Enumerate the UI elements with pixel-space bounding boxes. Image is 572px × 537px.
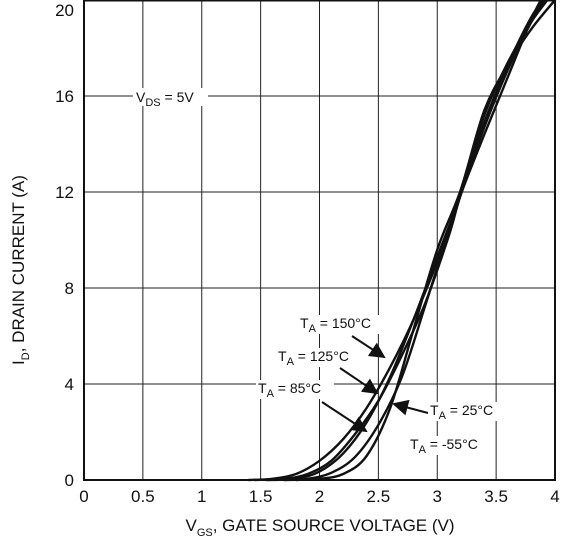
y-axis-label-sub: D xyxy=(20,352,32,360)
series-label-125c-text: TA = 125°C xyxy=(278,348,349,368)
series-line-25c xyxy=(283,0,549,482)
x-tick-label-8: 4 xyxy=(550,487,559,506)
series-line-minus55c xyxy=(294,0,557,482)
series-label-125c: TA = 125°C xyxy=(276,348,364,368)
series-label-minus55c-text: TA = -55°C xyxy=(410,436,478,456)
s1-rest: = 125°C xyxy=(294,348,349,364)
series-label-minus55c-bg xyxy=(408,436,492,455)
y-axis-label-main: I xyxy=(9,360,28,365)
s0-main: T xyxy=(300,315,309,331)
s2-main: T xyxy=(258,380,267,396)
x-tick-label-4: 2 xyxy=(315,487,324,506)
s4-rest: = -55°C xyxy=(426,436,478,452)
s0-rest: = 150°C xyxy=(316,315,371,331)
s3-sub: A xyxy=(439,410,447,422)
series-label-150c-bg xyxy=(298,315,386,334)
y-tick-label-3: 12 xyxy=(55,183,74,202)
condition-label-bg xyxy=(133,88,208,106)
x-axis-label-sub: GS xyxy=(197,527,213,537)
series-label-25c: TA = 25°C xyxy=(428,402,506,422)
s2-sub: A xyxy=(267,388,275,400)
x-tick-label-1: 0.5 xyxy=(131,487,155,506)
series-line-125c xyxy=(253,0,546,482)
arrow-125c xyxy=(339,367,379,395)
s1-main: T xyxy=(278,348,287,364)
y-axis-label-rest: , DRAIN CURRENT (A) xyxy=(9,175,28,352)
s2-rest: = 85°C xyxy=(274,380,321,396)
condition-sub: DS xyxy=(145,97,160,109)
s3-rest: = 25°C xyxy=(446,402,493,418)
series-label-85c: TA = 85°C xyxy=(256,380,334,400)
arrow-85c xyxy=(321,401,368,433)
x-tick-label-5: 2.5 xyxy=(367,487,391,506)
arrow-150c xyxy=(351,335,386,359)
series-line-150c xyxy=(247,0,543,482)
y-tick-label-2: 8 xyxy=(65,279,74,298)
y-tick-label-4: 16 xyxy=(55,87,74,106)
series-label-minus55c: TA = -55°C xyxy=(408,436,492,456)
x-axis-label-main: V xyxy=(185,516,197,535)
y-tick-label-1: 4 xyxy=(65,375,74,394)
series-label-85c-text: TA = 85°C xyxy=(258,380,321,400)
s1-sub: A xyxy=(287,356,295,368)
s0-sub: A xyxy=(309,323,317,335)
x-axis-label-rest: , GATE SOURCE VOLTAGE (V) xyxy=(213,516,455,535)
tick-labels: 0 0.5 1 1.5 2 2.5 3 3.5 4 0 4 8 12 16 20 xyxy=(55,1,560,506)
y-axis-label: ID, DRAIN CURRENT (A) xyxy=(9,175,32,365)
curves xyxy=(247,0,557,482)
s4-sub: A xyxy=(419,444,427,456)
x-tick-label-7: 3.5 xyxy=(484,487,508,506)
x-tick-label-3: 1.5 xyxy=(249,487,273,506)
x-tick-label-2: 1 xyxy=(197,487,206,506)
s4-main: T xyxy=(410,436,419,452)
x-tick-label-0: 0 xyxy=(79,487,88,506)
series-label-150c: TA = 150°C xyxy=(298,315,386,335)
condition-main: V xyxy=(136,89,146,105)
condition-label: VDS = 5V xyxy=(136,89,194,109)
y-tick-label-5: 20 xyxy=(55,1,74,20)
grid xyxy=(83,0,556,481)
series-label-125c-bg xyxy=(276,348,364,367)
series-label-150c-text: TA = 150°C xyxy=(300,315,371,335)
x-tick-label-6: 3 xyxy=(433,487,442,506)
s3-main: T xyxy=(430,402,439,418)
x-axis-label: VGS, GATE SOURCE VOLTAGE (V) xyxy=(185,516,454,537)
series-label-85c-bg xyxy=(256,380,334,399)
arrow-25c xyxy=(392,399,429,416)
series-label-25c-bg xyxy=(428,402,506,421)
series-label-25c-text: TA = 25°C xyxy=(430,402,493,422)
condition-rest: = 5V xyxy=(161,89,195,105)
y-tick-label-0: 0 xyxy=(65,471,74,490)
